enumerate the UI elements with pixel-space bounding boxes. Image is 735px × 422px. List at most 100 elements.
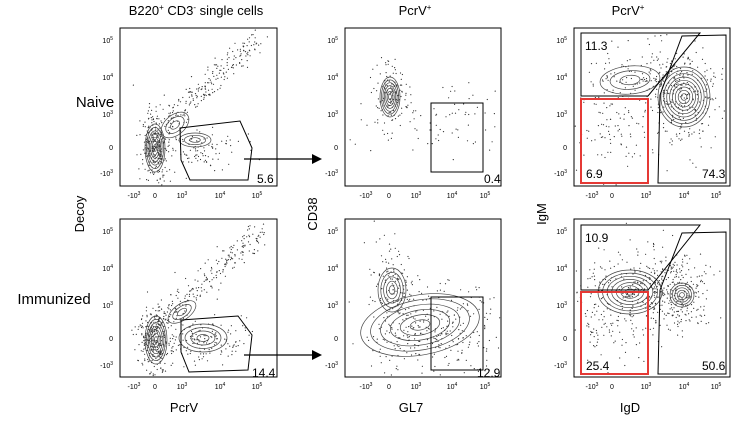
event-dot xyxy=(669,329,671,331)
event-dot xyxy=(387,139,389,141)
event-dot xyxy=(671,314,673,316)
event-dot xyxy=(369,296,371,298)
event-dot xyxy=(650,98,652,100)
event-dot xyxy=(212,147,214,149)
event-dot xyxy=(153,173,155,175)
event-dot xyxy=(146,291,149,293)
event-dot xyxy=(262,223,265,225)
event-dot xyxy=(171,117,173,119)
event-dot xyxy=(626,296,628,298)
event-dot xyxy=(682,305,684,307)
event-dot xyxy=(406,335,408,337)
event-dot xyxy=(190,330,193,333)
event-dot xyxy=(388,332,391,334)
event-dot xyxy=(381,302,383,304)
event-dot xyxy=(678,138,680,140)
event-dot xyxy=(385,72,387,74)
event-dot xyxy=(695,117,698,119)
event-dot xyxy=(180,114,182,116)
event-dot xyxy=(676,323,679,325)
event-dot xyxy=(598,96,600,98)
event-dot xyxy=(405,326,407,328)
svg-text:0: 0 xyxy=(109,336,113,343)
event-dot xyxy=(360,119,362,121)
event-dot xyxy=(435,338,437,340)
event-dot xyxy=(241,65,243,67)
event-dot xyxy=(586,129,588,132)
event-dot xyxy=(377,283,379,285)
event-dot xyxy=(660,262,663,264)
event-dot xyxy=(688,134,690,136)
event-dot xyxy=(182,317,185,319)
contour-ring xyxy=(178,323,228,353)
contour-ring xyxy=(409,319,431,331)
event-dot xyxy=(197,103,199,105)
event-dot xyxy=(406,276,408,278)
event-dot xyxy=(675,303,677,305)
event-dot xyxy=(610,142,612,144)
event-dot xyxy=(394,233,396,235)
event-dot xyxy=(645,307,647,309)
event-dot xyxy=(685,84,687,86)
event-dot xyxy=(165,160,167,162)
event-dot xyxy=(639,267,641,269)
event-dot xyxy=(592,85,594,87)
event-dot xyxy=(575,270,578,272)
event-dot xyxy=(390,86,392,88)
gate-naive-pcrv-positive xyxy=(179,120,253,181)
event-dot xyxy=(154,374,156,376)
event-dot xyxy=(192,342,194,344)
event-dot xyxy=(406,289,408,291)
event-dot xyxy=(258,44,260,46)
event-dot xyxy=(689,59,691,61)
event-dot xyxy=(158,352,160,354)
event-dot xyxy=(199,294,201,296)
event-dot xyxy=(216,143,218,146)
event-dot xyxy=(198,359,200,361)
event-dot xyxy=(174,171,176,173)
event-dot xyxy=(676,272,678,274)
event-dot xyxy=(197,150,199,152)
svg-text:104: 104 xyxy=(215,382,226,391)
event-dot xyxy=(197,90,199,92)
event-dot xyxy=(260,43,262,45)
event-dot xyxy=(609,138,611,141)
event-dot xyxy=(673,76,676,78)
event-dot xyxy=(477,370,479,373)
event-dot xyxy=(443,290,445,292)
event-dot xyxy=(590,81,592,83)
event-dot xyxy=(434,331,436,333)
event-dot xyxy=(242,245,244,247)
event-dot xyxy=(139,178,141,180)
event-dot xyxy=(403,329,405,331)
event-dot xyxy=(163,311,165,313)
event-dot xyxy=(654,281,656,284)
contour-ring xyxy=(609,70,651,90)
event-dot xyxy=(642,329,644,331)
event-dot xyxy=(441,318,443,320)
event-dot xyxy=(588,71,591,73)
event-dot xyxy=(417,359,419,361)
event-dot xyxy=(227,329,230,331)
event-dot xyxy=(200,268,202,270)
event-dot xyxy=(437,134,439,136)
event-dot xyxy=(680,318,683,321)
event-dot xyxy=(661,276,663,278)
event-dot xyxy=(165,314,167,316)
event-dot xyxy=(697,66,699,68)
event-dot xyxy=(457,358,459,360)
event-dot xyxy=(154,146,157,148)
event-dot xyxy=(255,237,257,240)
event-dot xyxy=(370,91,372,94)
event-dot xyxy=(649,306,651,308)
contour-ring xyxy=(666,76,702,118)
event-dot xyxy=(398,313,400,315)
event-dot xyxy=(168,126,170,128)
event-dot xyxy=(410,294,412,296)
event-dot xyxy=(138,344,140,346)
event-dot xyxy=(226,64,228,66)
event-dot xyxy=(629,309,631,311)
event-dot xyxy=(240,315,242,317)
event-dot xyxy=(374,121,376,123)
event-dot xyxy=(243,343,245,345)
